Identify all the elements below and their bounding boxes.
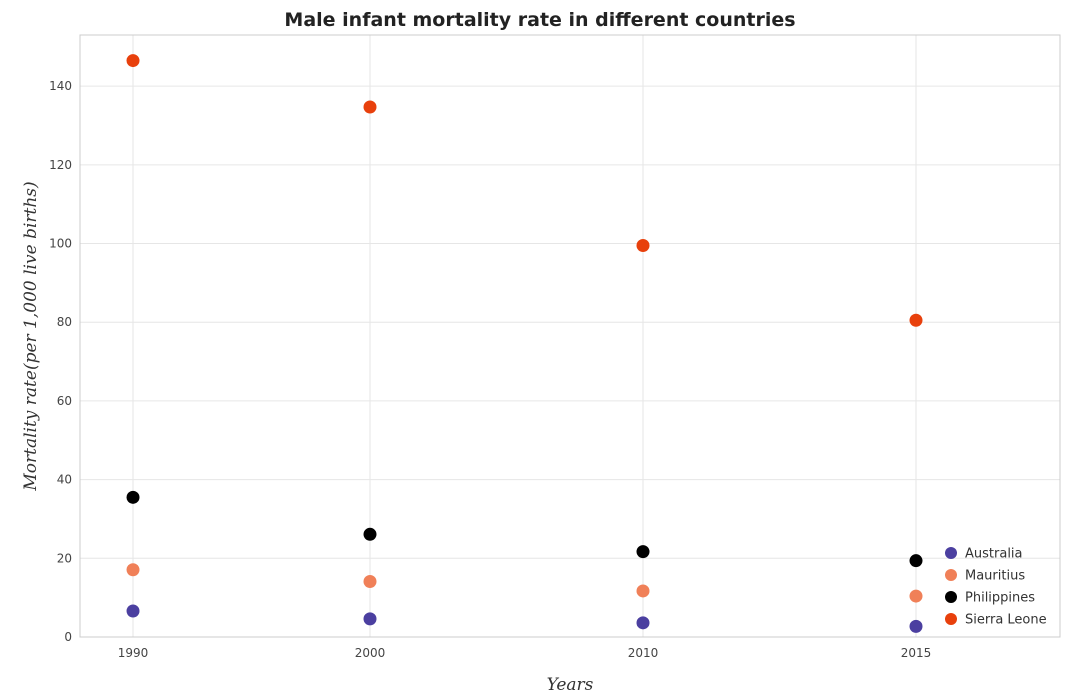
y-tick-label: 80: [57, 315, 72, 329]
data-point-australia: [909, 619, 923, 633]
data-point-sierra-leone: [636, 239, 650, 253]
data-point-philippines: [636, 545, 650, 559]
data-point-philippines: [126, 490, 140, 504]
y-tick-label: 140: [49, 79, 72, 93]
legend-label: Philippines: [965, 591, 1035, 606]
grid: [80, 35, 1060, 638]
x-tick-label: 2015: [901, 646, 932, 660]
data-points: [126, 54, 923, 633]
y-tick-label: 100: [49, 237, 72, 251]
chart-title: Male infant mortality rate in different …: [284, 9, 795, 31]
y-tick-label: 0: [64, 630, 72, 644]
plot-frame: [79, 34, 1061, 638]
data-point-sierra-leone: [126, 54, 140, 68]
x-tick-label: 1990: [118, 646, 149, 660]
y-tick-label: 120: [49, 158, 72, 172]
legend-label: Australia: [965, 547, 1023, 562]
data-point-australia: [363, 612, 377, 626]
legend-marker: [945, 613, 957, 625]
data-point-mauritius: [126, 563, 140, 577]
data-point-philippines: [363, 527, 377, 541]
data-point-sierra-leone: [909, 313, 923, 327]
data-point-mauritius: [909, 589, 923, 603]
x-axis-label: Years: [547, 675, 594, 695]
legend-label: Sierra Leone: [965, 613, 1047, 628]
data-point-australia: [636, 616, 650, 630]
y-tick-label: 40: [57, 473, 72, 487]
y-axis-label: Mortality rate(per 1,000 live births): [21, 181, 41, 491]
legend-marker: [945, 547, 957, 559]
data-point-sierra-leone: [363, 100, 377, 114]
y-tick-label: 60: [57, 394, 72, 408]
x-tick-label: 2000: [355, 646, 386, 660]
data-point-philippines: [909, 554, 923, 568]
legend-label: Mauritius: [965, 569, 1025, 584]
data-point-mauritius: [363, 575, 377, 589]
data-point-mauritius: [636, 584, 650, 598]
data-point-australia: [126, 604, 140, 618]
legend-marker: [945, 569, 957, 581]
y-axis-ticks: 0 20 40 60 80 100 120 140: [49, 79, 72, 644]
x-tick-label: 2010: [628, 646, 659, 660]
y-tick-label: 20: [57, 551, 72, 565]
legend: Australia Mauritius Philippines Sierra Leon…: [945, 547, 1047, 628]
legend-marker: [945, 591, 957, 603]
x-axis-ticks: 1990 2000 2010 2015: [118, 646, 932, 660]
